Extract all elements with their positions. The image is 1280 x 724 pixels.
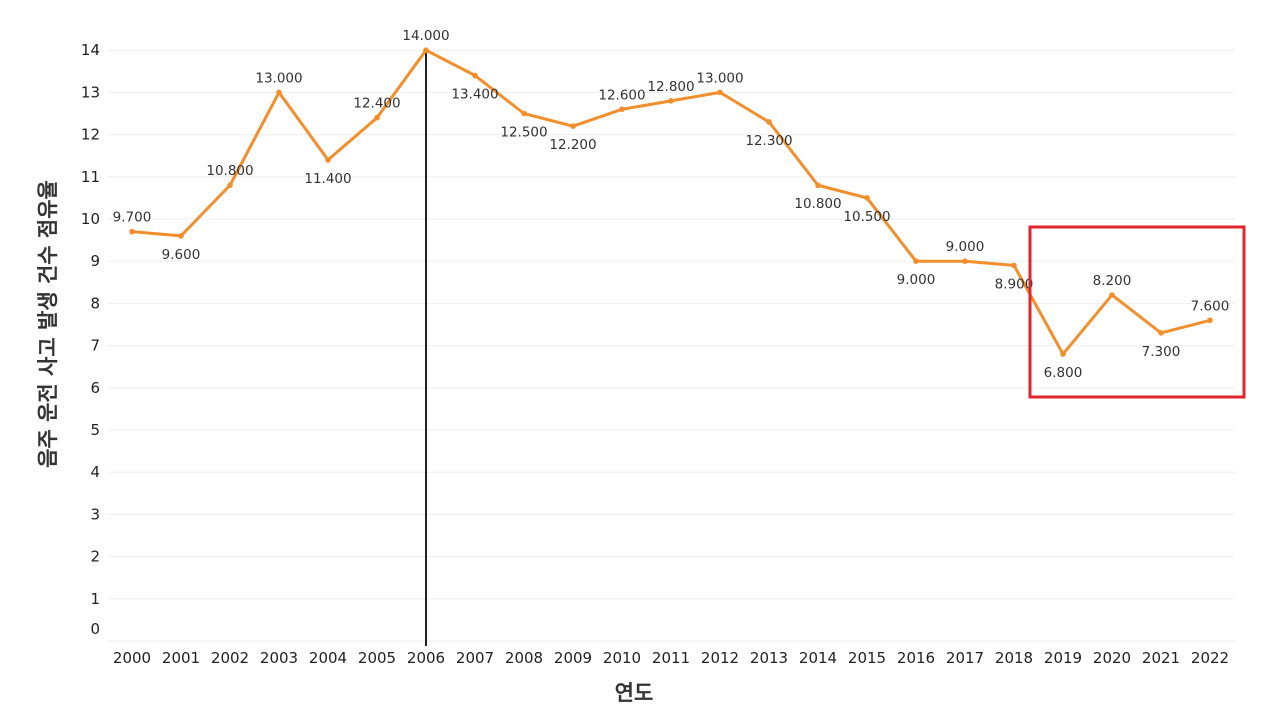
- data-point: [423, 47, 429, 53]
- data-point: [864, 195, 870, 201]
- y-tick-label: 5: [90, 421, 100, 439]
- data-point: [178, 233, 184, 239]
- series-line: [130, 48, 1212, 356]
- y-tick-label: 2: [90, 548, 100, 566]
- x-tick-label: 2001: [162, 649, 200, 667]
- data-point: [1060, 351, 1066, 357]
- x-tick-label: 2015: [848, 649, 886, 667]
- data-label: 12.600: [598, 87, 645, 103]
- x-tick-label: 2000: [113, 649, 151, 667]
- x-tick-label: 2011: [652, 649, 690, 667]
- data-label: 9.000: [897, 272, 936, 288]
- x-axis-title: 연도: [615, 681, 654, 705]
- data-label: 9.700: [113, 210, 152, 226]
- y-tick-label: 6: [90, 379, 100, 397]
- x-axis-ticks: 2000 2001 2002 2003 2004 2005 2006 2007 2008 2009…: [113, 649, 1229, 667]
- y-tick-label: 0: [90, 620, 100, 638]
- data-label: 12.300: [745, 133, 792, 149]
- x-tick-label: 2007: [456, 649, 494, 667]
- x-tick-label: 2006: [407, 649, 445, 667]
- x-tick-label: 2012: [701, 649, 739, 667]
- data-label: 12.800: [647, 79, 694, 95]
- x-tick-label: 2022: [1191, 649, 1229, 667]
- x-tick-label: 2019: [1044, 649, 1082, 667]
- x-tick-label: 2003: [260, 649, 298, 667]
- data-label: 13.400: [451, 87, 498, 103]
- data-point: [1207, 317, 1213, 324]
- x-tick-label: 2005: [358, 649, 396, 667]
- x-tick-label: 2014: [799, 649, 837, 667]
- x-tick-label: 2016: [897, 649, 935, 667]
- data-label: 12.200: [549, 137, 596, 153]
- data-label: 13.000: [255, 70, 302, 86]
- data-point: [1158, 330, 1164, 336]
- data-point: [815, 182, 821, 189]
- data-label: 8.900: [995, 276, 1034, 292]
- data-point: [276, 89, 282, 96]
- data-label: 12.400: [353, 96, 400, 112]
- x-tick-label: 2010: [603, 649, 641, 667]
- data-point: [325, 157, 331, 163]
- data-point: [913, 258, 919, 265]
- data-label: 9.600: [162, 247, 201, 263]
- data-label: 11.400: [304, 171, 351, 187]
- data-point: [668, 98, 674, 104]
- gridlines: [108, 49, 1235, 642]
- x-tick-label: 2020: [1093, 649, 1131, 667]
- data-label: 10.800: [794, 196, 841, 212]
- data-label: 14.000: [402, 28, 449, 44]
- y-tick-label: 8: [90, 294, 100, 312]
- data-point: [962, 258, 968, 265]
- x-tick-label: 2017: [946, 649, 984, 667]
- x-tick-label: 2013: [750, 649, 788, 667]
- data-point: [472, 72, 478, 79]
- y-tick-label: 14: [81, 41, 100, 59]
- x-tick-label: 2002: [211, 649, 249, 667]
- y-tick-label: 9: [90, 252, 100, 270]
- data-point: [1109, 292, 1115, 298]
- y-tick-label: 10: [81, 210, 100, 228]
- y-tick-label: 12: [81, 126, 100, 144]
- data-point: [374, 114, 380, 121]
- y-tick-label: 4: [90, 463, 100, 481]
- data-point: [766, 119, 772, 125]
- x-tick-label: 2018: [995, 649, 1033, 667]
- data-label: 13.000: [696, 70, 743, 86]
- data-label: 6.800: [1044, 365, 1083, 381]
- data-label: 7.300: [1142, 344, 1181, 360]
- highlight-box: [1028, 225, 1246, 399]
- data-labels: 9.700 9.600 10.800 13.000 11.400 12.400 14.000…: [113, 28, 1230, 381]
- y-tick-label: 13: [81, 83, 100, 101]
- highlight-layer: [1028, 225, 1246, 399]
- data-point: [1011, 262, 1017, 269]
- data-point: [521, 110, 527, 117]
- data-label: 10.800: [206, 163, 253, 179]
- x-tick-label: 2008: [505, 649, 543, 667]
- data-label: 9.000: [946, 239, 985, 255]
- data-label: 12.500: [500, 125, 547, 141]
- y-tick-label: 7: [90, 337, 100, 355]
- data-point: [619, 106, 625, 113]
- x-tick-label: 2009: [554, 649, 592, 667]
- data-point: [570, 123, 576, 129]
- data-point: [717, 89, 723, 96]
- data-label: 7.600: [1191, 298, 1230, 314]
- data-point: [227, 182, 233, 189]
- data-label: 8.200: [1093, 273, 1132, 289]
- y-axis-title: 음주 운전 사고 발생 건수 점유율: [36, 180, 60, 468]
- data-label: 10.500: [843, 209, 890, 225]
- x-tick-label: 2021: [1142, 649, 1180, 667]
- data-point: [129, 228, 135, 235]
- x-tick-label: 2004: [309, 649, 347, 667]
- y-tick-label: 3: [90, 505, 100, 523]
- y-tick-label: 11: [81, 168, 100, 186]
- y-tick-label: 1: [90, 590, 100, 608]
